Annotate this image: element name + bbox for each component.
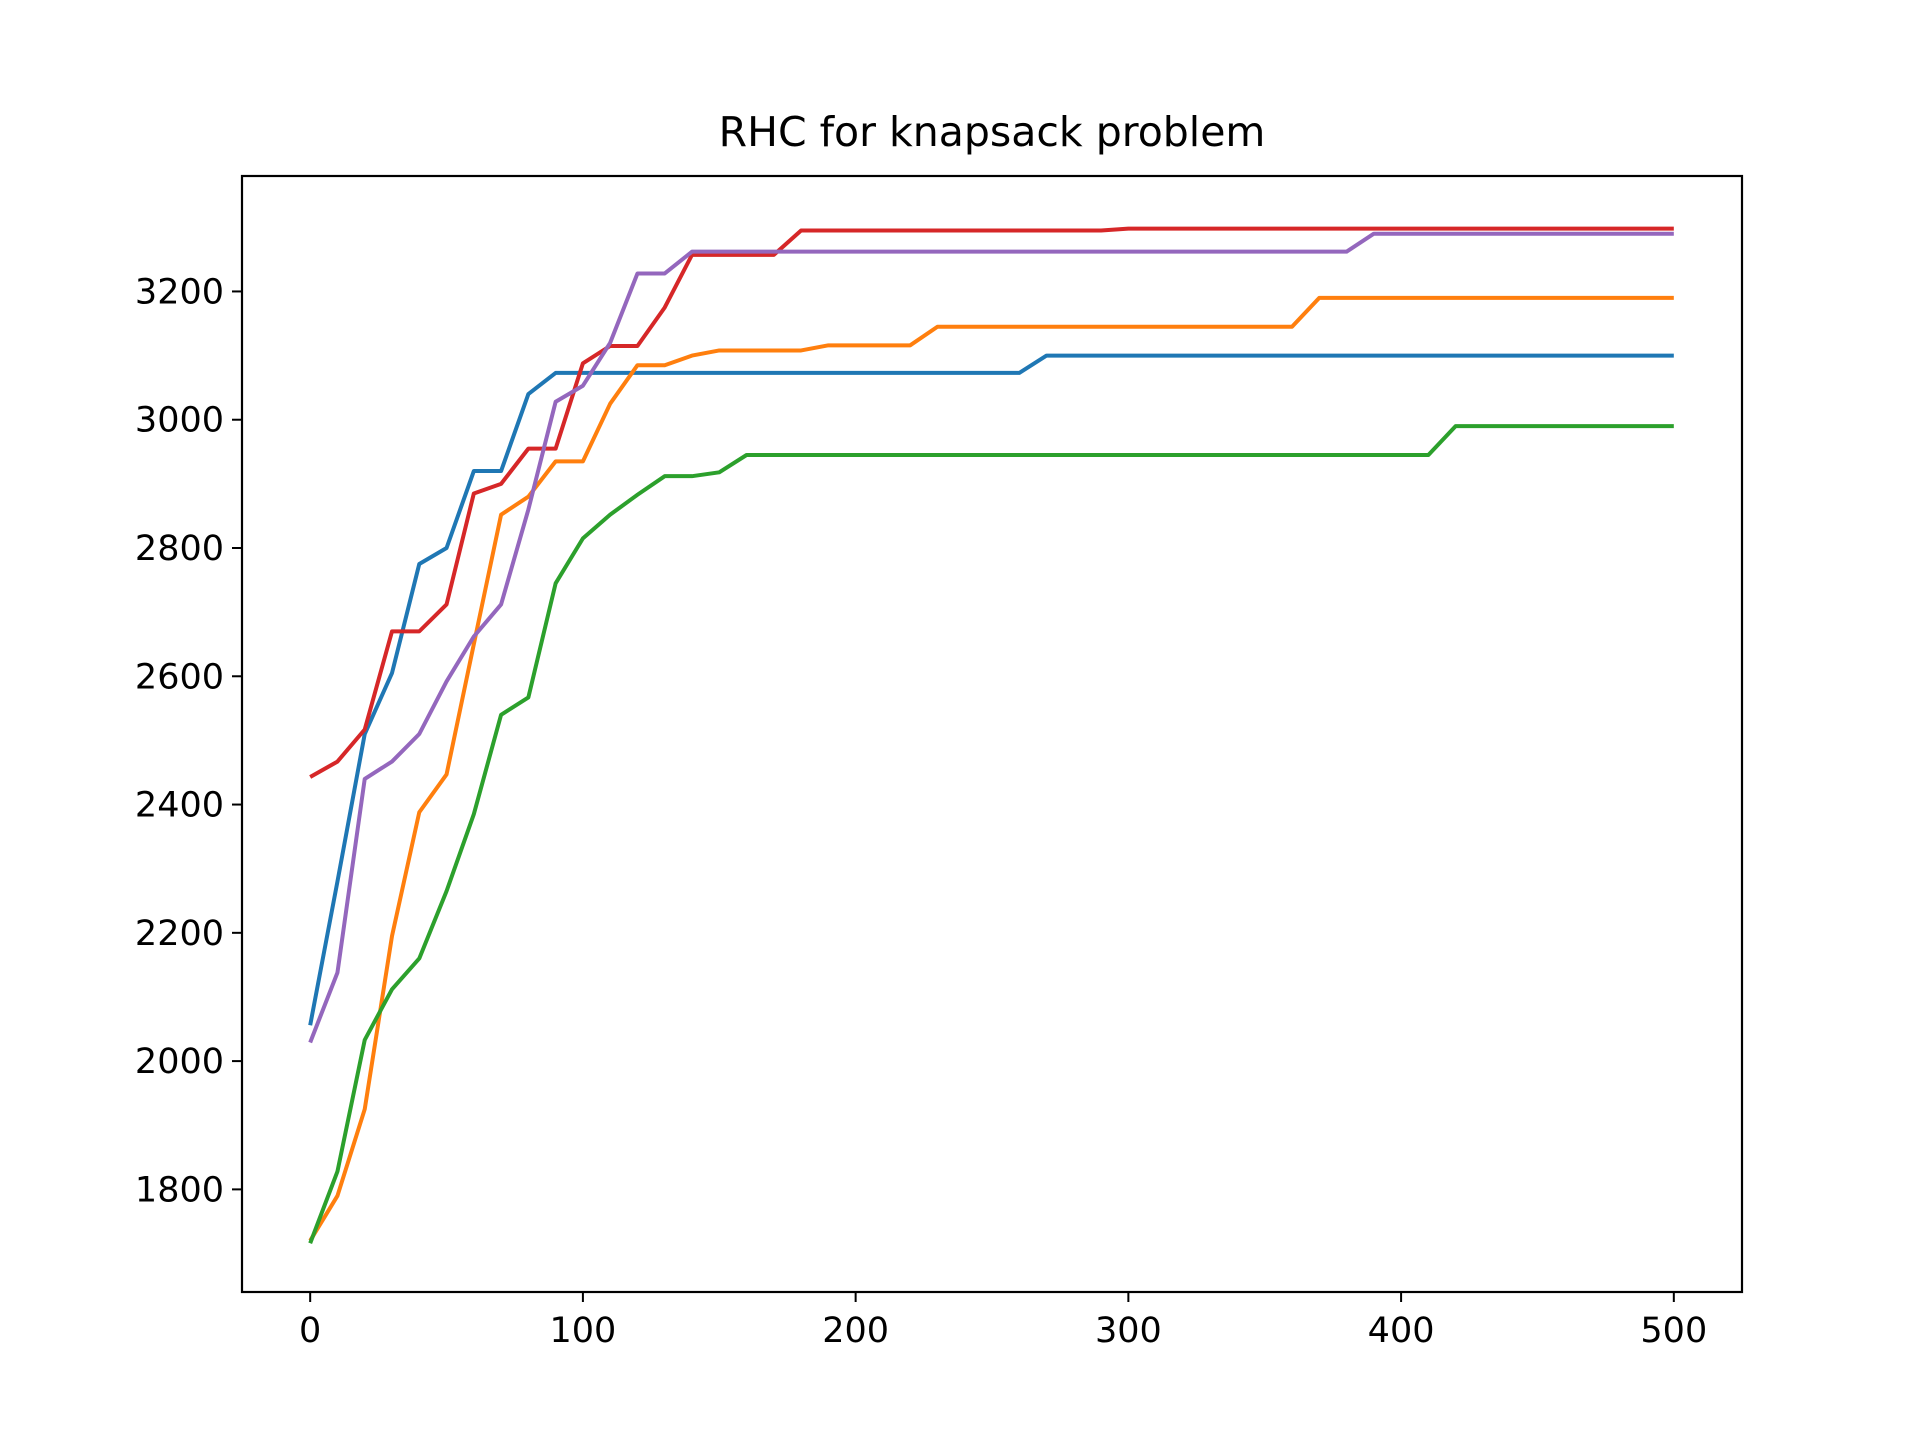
x-tick-label: 400 [1368,1311,1435,1351]
x-tick-label: 100 [550,1311,617,1351]
series-line-1 [308,353,1674,1026]
x-tick-label: 200 [822,1311,889,1351]
x-tick-label: 0 [299,1311,321,1351]
y-tick-label: 2600 [135,657,224,697]
y-tick-label: 2000 [135,1042,224,1082]
series-line-2 [308,295,1674,1242]
y-tick-label: 2200 [135,914,224,954]
series-layer [308,226,1674,1244]
x-tick-label: 500 [1640,1311,1707,1351]
y-tick-label: 1800 [135,1170,224,1210]
chart-title: RHC for knapsack problem [719,108,1266,156]
axes-layer: 0 100 200 300 400 500 1800 2000 2200 2400 2600 2800… [135,272,1707,1351]
series-line-3 [308,424,1674,1244]
series-line-4 [309,226,1674,779]
x-tick-label: 300 [1095,1311,1162,1351]
y-tick-label: 2400 [135,786,224,826]
y-tick-label: 3000 [135,401,224,441]
y-tick-label: 3200 [135,272,224,312]
y-tick-label: 2800 [135,529,224,569]
series-line-5 [308,231,1674,1044]
plot-frame [240,174,1744,1294]
